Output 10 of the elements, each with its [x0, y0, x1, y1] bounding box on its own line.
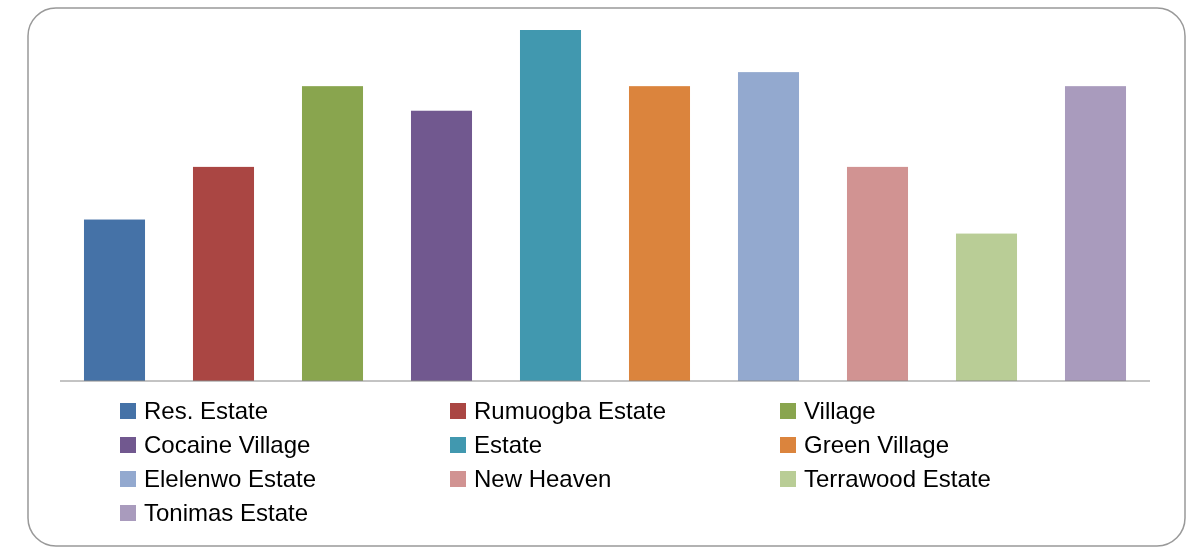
legend-label: New Heaven — [474, 465, 612, 493]
legend-label: Res. Estate — [144, 397, 269, 425]
legend-label: Rumuogba Estate — [474, 397, 667, 425]
legend-label: Tonimas Estate — [144, 499, 309, 527]
legend-label: Village — [804, 397, 876, 425]
legend-label: Cocaine Village — [144, 431, 311, 459]
legend-label: Estate — [474, 431, 543, 459]
legend-label: Green Village — [804, 431, 949, 459]
legend-label: Elelenwo Estate — [144, 465, 317, 493]
legend-label: Terrawood Estate — [804, 465, 991, 493]
